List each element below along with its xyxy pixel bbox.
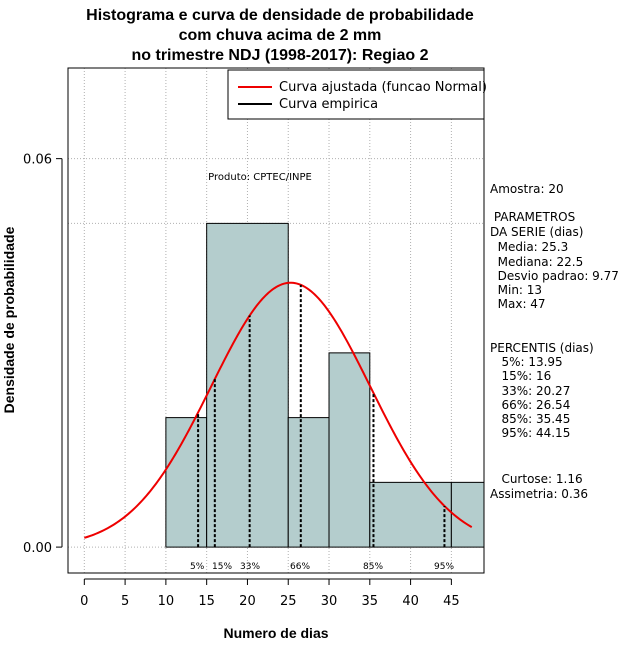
x-tick-label: 15 — [198, 594, 215, 609]
histogram-bar — [369, 481, 452, 548]
stat-media: Media: 25.3 — [490, 240, 569, 254]
percentile-label: 66% — [290, 562, 310, 572]
y-tick-label: 0.06 — [23, 153, 52, 168]
histogram-bar — [206, 222, 289, 548]
y-tick-label: 0.00 — [23, 541, 52, 556]
legend-normal-label: Curva ajustada (funcao Normal) — [279, 80, 487, 95]
stat-percentis-title: PERCENTIS (dias) — [490, 341, 594, 355]
x-tick-label: 40 — [402, 594, 419, 609]
stat-p85: 85%: 35.45 — [490, 412, 571, 426]
stat-max: Max: 47 — [490, 297, 546, 311]
stat-p5: 5%: 13.95 — [490, 355, 563, 369]
plot-frame — [67, 67, 485, 574]
legend: Curva ajustada (funcao Normal) Curva emp… — [227, 69, 487, 120]
histogram-bar — [450, 481, 485, 548]
histogram-bar — [328, 352, 371, 548]
normal-curve — [84, 281, 473, 539]
x-tick-label: 0 — [80, 594, 88, 609]
x-tick-label: 25 — [280, 594, 297, 609]
x-tick-label: 10 — [158, 594, 175, 609]
percentile-label: 85% — [363, 562, 383, 572]
histogram-bar — [287, 417, 330, 548]
percentile-label: 33% — [240, 562, 260, 572]
chart-title-line-1: Histograma e curva de densidade de proba… — [86, 7, 474, 24]
chart-title-line-2: com chuva acima de 2 mm — [178, 27, 382, 44]
percentile-label: 95% — [434, 562, 454, 572]
stat-sample: Amostra: 20 — [490, 182, 564, 196]
stat-mediana: Mediana: 22.5 — [490, 255, 584, 269]
stat-params-title-1: PARAMETROS — [490, 210, 576, 224]
x-tick-label: 45 — [443, 594, 460, 609]
stat-p66: 66%: 26.54 — [490, 398, 571, 412]
x-tick-label: 35 — [362, 594, 379, 609]
x-tick-label: 20 — [239, 594, 256, 609]
legend-box — [227, 69, 485, 120]
legend-empirical-label: Curva empirica — [279, 97, 378, 112]
stat-min: Min: 13 — [490, 283, 543, 297]
chart-title-line-3: no trimestre NDJ (1998-2017): Regiao 2 — [131, 47, 429, 64]
percentile-label: 15% — [212, 562, 232, 572]
percentile-label: 5% — [190, 562, 205, 572]
stat-assimetria: Assimetria: 0.36 — [490, 487, 589, 501]
histogram-bar — [165, 417, 208, 548]
stat-p15: 15%: 16 — [490, 369, 552, 383]
y-axis-label: Densidade de probabilidade — [1, 226, 17, 413]
product-label: Produto: CPTEC/INPE — [208, 172, 312, 183]
stat-desvio: Desvio padrao: 9.77 — [490, 269, 619, 283]
x-axis-label: Numero de dias — [223, 625, 328, 641]
stat-curtose: Curtose: 1.16 — [490, 472, 583, 486]
x-tick-label: 5 — [121, 594, 129, 609]
stat-params-title-2: DA SERIE (dias) — [490, 225, 584, 239]
stat-p95: 95%: 44.15 — [490, 426, 571, 440]
stat-p33: 33%: 20.27 — [490, 384, 571, 398]
x-tick-label: 30 — [321, 594, 338, 609]
